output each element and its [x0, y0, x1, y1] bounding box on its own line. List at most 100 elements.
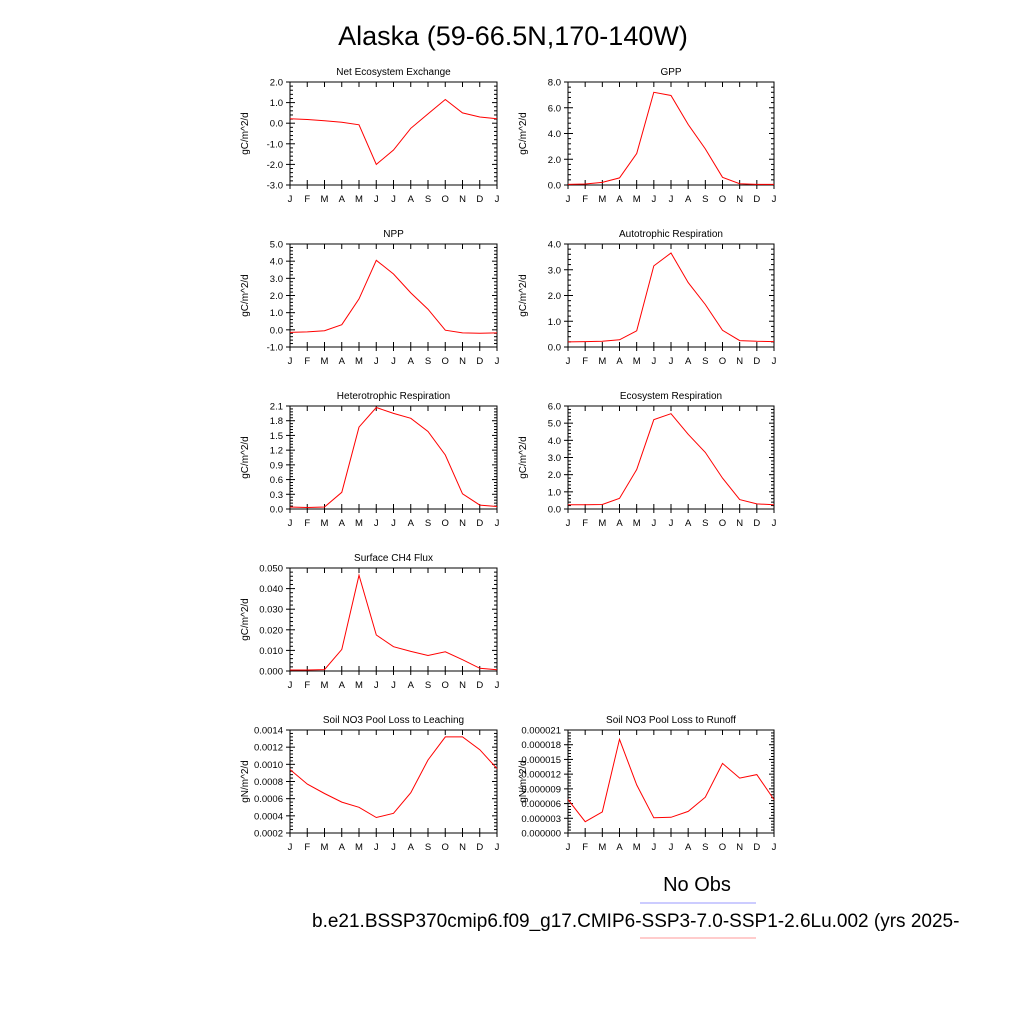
y-tick-label: 0.000018 [521, 740, 561, 751]
x-tick-label: A [339, 842, 346, 853]
x-tick-label: D [476, 356, 483, 367]
x-tick-label: J [495, 680, 500, 691]
x-tick-label: F [304, 842, 310, 853]
x-tick-label: F [304, 356, 310, 367]
x-tick-label: J [391, 518, 396, 529]
y-tick-label: 0.000012 [521, 770, 561, 781]
y-tick-label: 0.050 [259, 564, 283, 575]
x-tick-label: J [288, 680, 293, 691]
y-tick-label: 4.0 [270, 257, 283, 268]
x-tick-label: J [772, 356, 777, 367]
plot-frame [567, 405, 775, 510]
y-tick-label: 0.000015 [521, 755, 561, 766]
series-line [289, 259, 498, 334]
y-tick-label: -1.0 [267, 139, 283, 150]
x-tick-label: J [391, 680, 396, 691]
y-tick-label: 0.0012 [254, 743, 283, 754]
x-tick-label: O [442, 194, 449, 205]
x-tick-label: O [719, 194, 726, 205]
x-tick-label: A [408, 194, 415, 205]
y-tick-label: -1.0 [267, 343, 283, 354]
y-tick-label: 0.000009 [521, 784, 561, 795]
y-axis-label: gC/m^2/d [240, 112, 251, 155]
x-tick-label: S [702, 518, 708, 529]
x-tick-label: M [598, 842, 606, 853]
panel-5: Heterotrophic Respiration gC/m^2/d 0.0 0.3 0… [240, 391, 500, 529]
x-tick-label: M [321, 356, 329, 367]
y-axis-label: gC/m^2/d [518, 274, 529, 317]
x-tick-label: A [339, 356, 346, 367]
x-tick-label: J [772, 518, 777, 529]
x-tick-label: M [355, 680, 363, 691]
y-tick-label: 0.0 [548, 343, 561, 354]
x-tick-label: D [476, 518, 483, 529]
x-tick-label: J [772, 194, 777, 205]
y-tick-label: 8.0 [548, 78, 561, 89]
x-tick-label: J [669, 356, 674, 367]
y-tick-label: 2.0 [548, 291, 561, 302]
x-tick-label: S [425, 356, 431, 367]
x-tick-label: J [374, 680, 379, 691]
y-tick-label: 0.0006 [254, 794, 283, 805]
x-tick-label: A [616, 518, 623, 529]
y-tick-label: 0.000 [259, 667, 283, 678]
y-tick-label: 0.0 [270, 325, 283, 336]
x-tick-label: A [685, 842, 692, 853]
x-tick-label: M [321, 518, 329, 529]
y-tick-label: 0.0002 [254, 829, 283, 840]
x-tick-label: O [719, 356, 726, 367]
y-tick-label: 0.0 [548, 505, 561, 516]
x-tick-label: O [442, 842, 449, 853]
x-tick-label: F [304, 194, 310, 205]
y-tick-label: 4.0 [548, 436, 561, 447]
x-tick-label: A [616, 356, 623, 367]
x-tick-label: S [425, 194, 431, 205]
y-tick-label: 0.0 [270, 119, 283, 130]
x-tick-label: J [374, 842, 379, 853]
y-tick-label: 1.0 [270, 98, 283, 109]
x-tick-label: M [321, 194, 329, 205]
x-tick-label: J [391, 842, 396, 853]
x-tick-label: D [753, 518, 760, 529]
plot-frame [289, 243, 498, 348]
x-tick-label: M [355, 356, 363, 367]
x-tick-label: S [702, 842, 708, 853]
y-tick-label: 0.010 [259, 646, 283, 657]
y-axis-label: gN/m^2/d [240, 760, 251, 803]
x-tick-label: A [408, 356, 415, 367]
x-tick-label: A [408, 680, 415, 691]
y-tick-label: 0.0008 [254, 777, 283, 788]
plot-frame [567, 81, 775, 186]
x-tick-label: D [476, 842, 483, 853]
y-tick-label: 0.020 [259, 625, 283, 636]
x-tick-label: J [566, 518, 571, 529]
x-tick-label: J [288, 194, 293, 205]
series-line [289, 406, 498, 509]
panel-title: Surface CH4 Flux [354, 553, 433, 564]
panel-title: Heterotrophic Respiration [337, 391, 450, 402]
x-tick-label: J [288, 842, 293, 853]
y-tick-label: -3.0 [267, 181, 283, 192]
x-tick-label: O [719, 842, 726, 853]
series-line [567, 737, 775, 823]
x-tick-label: S [702, 356, 708, 367]
x-tick-label: J [566, 842, 571, 853]
panel-title: Autotrophic Respiration [619, 229, 723, 240]
x-tick-label: J [288, 356, 293, 367]
series-line [567, 91, 774, 185]
x-tick-label: J [374, 194, 379, 205]
panels: Net Ecosystem Exchange gC/m^2/d -3.0 -2.0 -1… [240, 67, 777, 853]
x-tick-label: N [736, 356, 743, 367]
y-tick-label: 0.9 [270, 460, 283, 471]
panel-1: Net Ecosystem Exchange gC/m^2/d -3.0 -2.0 -1… [240, 67, 500, 205]
x-tick-label: A [408, 842, 415, 853]
x-tick-label: J [495, 842, 500, 853]
x-tick-label: N [459, 842, 466, 853]
x-tick-label: J [651, 842, 656, 853]
series-line [290, 573, 498, 671]
x-tick-label: N [459, 680, 466, 691]
x-tick-label: F [582, 842, 588, 853]
x-tick-label: M [355, 194, 363, 205]
